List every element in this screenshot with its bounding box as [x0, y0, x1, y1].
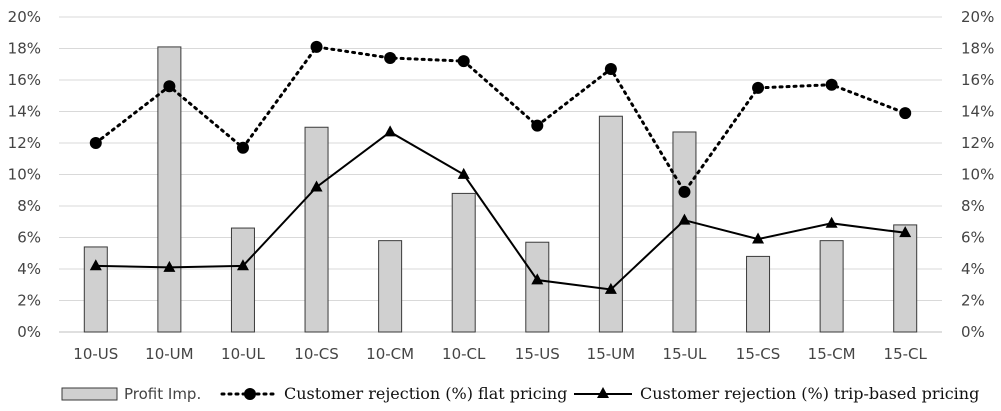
x-tick-label: 15-CS	[736, 345, 781, 363]
legend-swatch-flat-marker	[244, 388, 256, 400]
flat-pricing-point	[236, 141, 249, 154]
y-tick-label-left: 4%	[17, 260, 41, 278]
flat-pricing-point	[163, 80, 176, 93]
y-tick-label-left: 12%	[8, 134, 41, 152]
y-tick-label-right: 8%	[961, 197, 985, 215]
y-tick-label-left: 10%	[8, 166, 41, 184]
grid-lines	[59, 16, 942, 333]
trip-pricing-point	[531, 273, 544, 285]
trip-pricing-point	[89, 259, 102, 271]
legend: Profit Imp. Customer rejection (%) flat p…	[61, 384, 979, 403]
trip-pricing-point	[899, 226, 912, 238]
flat-pricing-point	[531, 119, 544, 132]
y-tick-label-right: 16%	[961, 71, 994, 89]
y-tick-label-left: 16%	[8, 71, 41, 89]
trip-pricing-point	[604, 282, 617, 294]
bar	[672, 131, 697, 333]
x-tick-label: 15-CL	[884, 345, 928, 363]
bar	[230, 227, 255, 333]
trip-pricing-point	[236, 259, 249, 271]
x-tick-label: 15-CM	[808, 345, 856, 363]
flat-pricing-point	[825, 78, 838, 91]
y-tick-label-right: 2%	[961, 292, 985, 310]
y-tick-label-left: 14%	[8, 103, 41, 121]
trip-pricing-point	[457, 167, 470, 179]
flat-pricing-point	[310, 40, 323, 53]
y-tick-label-left: 6%	[17, 229, 41, 247]
flat-pricing-point	[752, 81, 765, 94]
trip-pricing-point	[384, 125, 397, 137]
trip-pricing-line	[95, 130, 906, 291]
flat-pricing-line	[94, 45, 907, 195]
x-tick-label: 15-US	[515, 345, 560, 363]
legend-label-profit: Profit Imp.	[124, 385, 201, 403]
flat-pricing-point	[899, 107, 912, 120]
trip-pricing-point	[163, 260, 176, 272]
y-tick-label-left: 2%	[17, 292, 41, 310]
flat-pricing-point	[89, 137, 102, 149]
y-tick-label-right: 14%	[961, 103, 994, 121]
legend-label-trip: Customer rejection (%) trip-based pricin…	[640, 384, 979, 403]
x-tick-label: 10-CL	[442, 345, 486, 363]
bar	[525, 241, 550, 333]
x-tick-label: 10-UL	[221, 345, 265, 363]
x-tick-label: 10-UM	[145, 345, 193, 363]
trip-pricing-point	[310, 180, 323, 192]
bar	[819, 240, 844, 333]
y-tick-label-left: 20%	[8, 8, 41, 26]
y-tick-label-right: 6%	[961, 229, 985, 247]
y-tick-label-right: 0%	[961, 323, 985, 341]
flat-pricing-point	[457, 55, 470, 68]
bar	[157, 46, 182, 333]
y-tick-label-left: 18%	[8, 40, 41, 58]
legend-swatch-trip-marker	[597, 387, 609, 398]
bar	[378, 240, 403, 333]
profit-bars	[83, 46, 918, 333]
bar	[451, 192, 476, 333]
x-tick-label: 10-CS	[294, 345, 339, 363]
y-tick-label-right: 4%	[961, 260, 985, 278]
x-tick-label: 15-UM	[587, 345, 635, 363]
flat-pricing-point	[384, 51, 397, 64]
x-tick-label: 10-CM	[366, 345, 414, 363]
bar	[304, 126, 329, 333]
flat-pricing-point	[604, 62, 617, 75]
y-tick-label-right: 10%	[961, 166, 994, 184]
flat-pricing-point	[678, 185, 691, 198]
legend-label-flat: Customer rejection (%) flat pricing	[284, 384, 567, 403]
bar	[746, 255, 771, 333]
y-tick-label-right: 12%	[961, 134, 994, 152]
x-tick-label: 15-UL	[663, 345, 707, 363]
bar	[598, 115, 623, 333]
x-tick-label: 10-US	[73, 345, 118, 363]
y-tick-label-left: 8%	[17, 197, 41, 215]
bar	[83, 246, 108, 333]
legend-swatch-profit	[61, 387, 118, 401]
y-tick-label-left: 0%	[17, 323, 41, 341]
bar	[893, 224, 918, 333]
rejection-lines	[89, 40, 912, 294]
y-tick-label-right: 20%	[961, 8, 994, 26]
trip-pricing-point	[825, 216, 838, 228]
trip-pricing-point	[752, 232, 765, 244]
trip-pricing-point	[678, 213, 691, 225]
y-tick-label-right: 18%	[961, 40, 994, 58]
axes: 0% 0% 2% 2% 4% 4% 6% 6% 8% 8% 10% 10% 12% 12% 14% 14% 16…	[8, 8, 995, 363]
